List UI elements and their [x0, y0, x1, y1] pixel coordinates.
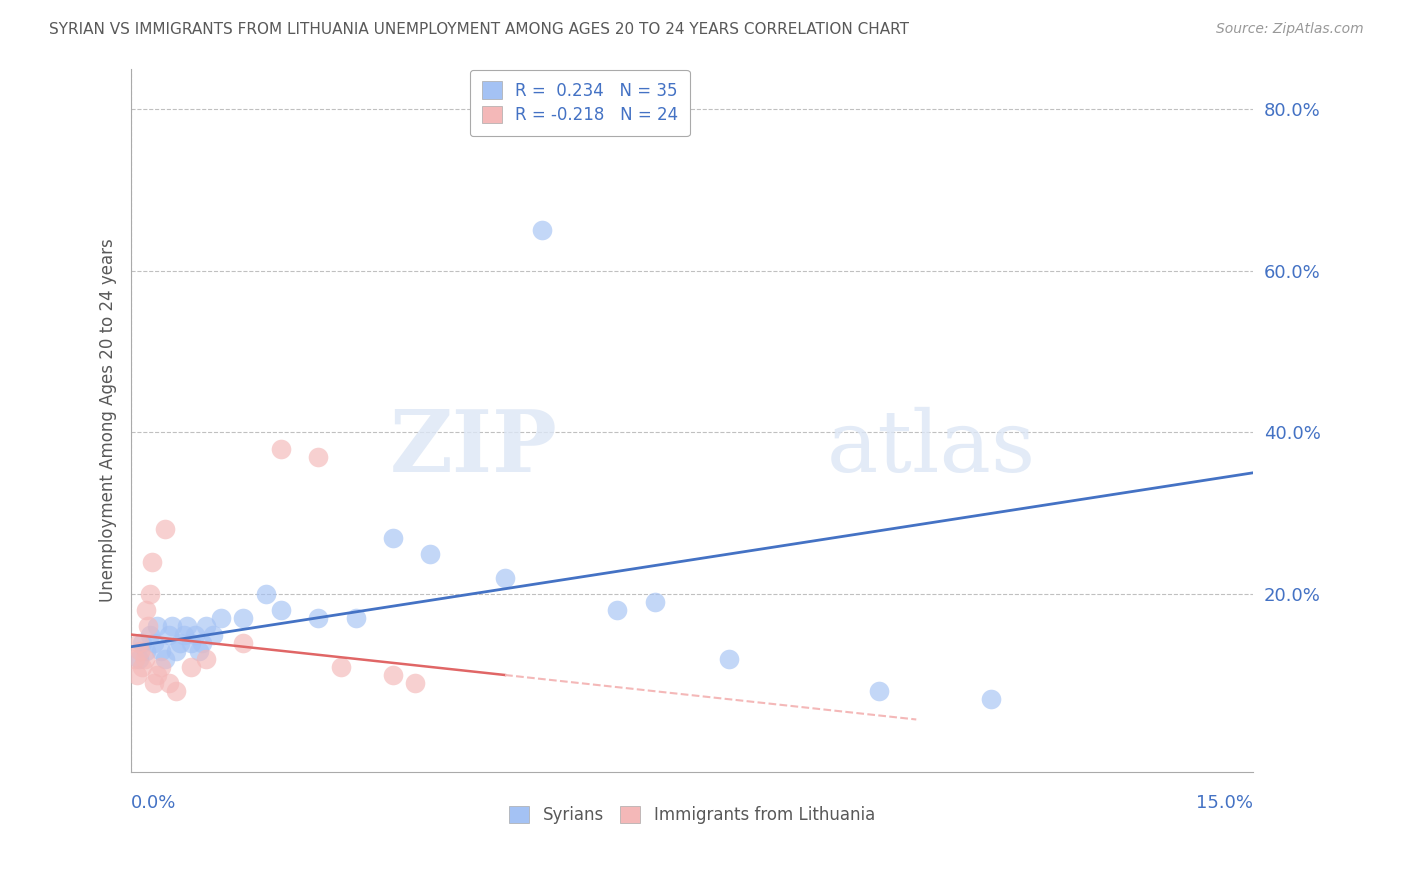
Point	[142, 635, 165, 649]
Point	[139, 587, 162, 601]
Point	[180, 635, 202, 649]
Point	[606, 603, 628, 617]
Point	[162, 619, 184, 633]
Point	[150, 660, 173, 674]
Point	[157, 676, 180, 690]
Point	[153, 523, 176, 537]
Point	[135, 603, 157, 617]
Point	[195, 619, 218, 633]
Point	[165, 644, 187, 658]
Point	[165, 684, 187, 698]
Point	[124, 652, 146, 666]
Point	[139, 627, 162, 641]
Y-axis label: Unemployment Among Ages 20 to 24 years: Unemployment Among Ages 20 to 24 years	[100, 238, 117, 602]
Point	[980, 692, 1002, 706]
Point	[868, 684, 890, 698]
Point	[419, 547, 441, 561]
Point	[184, 627, 207, 641]
Text: ZIP: ZIP	[389, 407, 557, 491]
Point	[187, 644, 209, 658]
Point	[128, 635, 150, 649]
Point	[307, 611, 329, 625]
Point	[381, 668, 404, 682]
Point	[494, 571, 516, 585]
Point	[195, 652, 218, 666]
Point	[202, 627, 225, 641]
Text: SYRIAN VS IMMIGRANTS FROM LITHUANIA UNEMPLOYMENT AMONG AGES 20 TO 24 YEARS CORRE: SYRIAN VS IMMIGRANTS FROM LITHUANIA UNEM…	[49, 22, 910, 37]
Text: Source: ZipAtlas.com: Source: ZipAtlas.com	[1216, 22, 1364, 37]
Point	[344, 611, 367, 625]
Point	[209, 611, 232, 625]
Point	[531, 223, 554, 237]
Point	[232, 611, 254, 625]
Point	[270, 442, 292, 456]
Point	[718, 652, 741, 666]
Point	[307, 450, 329, 464]
Point	[644, 595, 666, 609]
Point	[146, 619, 169, 633]
Point	[153, 652, 176, 666]
Point	[169, 635, 191, 649]
Point	[128, 652, 150, 666]
Point	[176, 619, 198, 633]
Point	[129, 644, 152, 658]
Point	[232, 635, 254, 649]
Point	[141, 555, 163, 569]
Point	[135, 644, 157, 658]
Point	[270, 603, 292, 617]
Legend: Syrians, Immigrants from Lithuania: Syrians, Immigrants from Lithuania	[499, 796, 884, 834]
Point	[180, 660, 202, 674]
Point	[131, 660, 153, 674]
Point	[381, 531, 404, 545]
Point	[150, 644, 173, 658]
Text: 0.0%: 0.0%	[131, 795, 177, 813]
Point	[142, 676, 165, 690]
Point	[146, 668, 169, 682]
Text: 15.0%: 15.0%	[1195, 795, 1253, 813]
Point	[404, 676, 426, 690]
Point	[136, 619, 159, 633]
Point	[173, 627, 195, 641]
Point	[157, 627, 180, 641]
Point	[191, 635, 214, 649]
Point	[127, 668, 149, 682]
Point	[134, 652, 156, 666]
Point	[254, 587, 277, 601]
Point	[131, 635, 153, 649]
Point	[329, 660, 352, 674]
Text: atlas: atlas	[827, 407, 1036, 490]
